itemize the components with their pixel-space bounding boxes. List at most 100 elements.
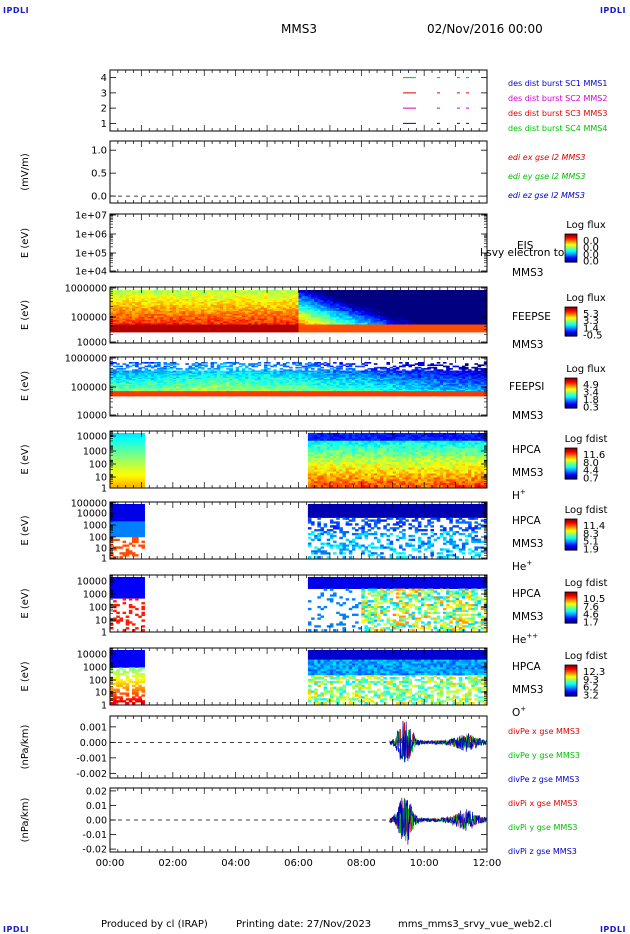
feepse-panel-cell [289, 330, 293, 333]
feepse-panel-cell [153, 293, 158, 295]
feepse-panel-cell [191, 294, 196, 297]
feepse-panel-cell [232, 303, 237, 306]
feepse-panel-cell [213, 317, 218, 319]
feepse-panel-cell [150, 314, 155, 316]
feepse-panel-cell [223, 293, 227, 295]
feepse-panel-cell [402, 300, 406, 303]
feepse-panel-cell [113, 299, 117, 301]
feepse-panel-cell [276, 314, 281, 316]
feepse-panel-cell [160, 303, 164, 306]
feepse-panel-cell [260, 296, 265, 298]
feepse-panel-cell [351, 311, 356, 313]
feepse-panel-cell [147, 318, 152, 321]
feepse-panel-cell [257, 324, 262, 327]
feepse-panel-cell [110, 305, 114, 307]
feepse-panel-cell [219, 315, 224, 318]
feepse-panel-cell [254, 326, 259, 328]
feepse-panel-cell [144, 314, 149, 316]
feepse-panel-cell [333, 296, 337, 298]
feepse-panel-cell [204, 290, 208, 292]
feepse-panel-cell [392, 317, 397, 319]
feepse-panel-cell [267, 293, 271, 295]
feepse-panel-cell [232, 290, 237, 292]
feepse-panel-cell [348, 323, 353, 325]
feepse-panel-cell [147, 314, 152, 316]
eis-panel-colorbar-step [565, 236, 577, 238]
feepse-panel-cell [131, 327, 136, 330]
feepse-panel-cell [166, 300, 171, 303]
eis-panel-colorbar-step [565, 251, 577, 253]
feepse-panel-cell [257, 306, 262, 309]
feepsi-panel-cell [235, 362, 240, 364]
feepse-panel-cell [333, 293, 337, 295]
feepse-panel-cell [311, 317, 315, 319]
feepse-panel-cell [144, 300, 149, 303]
feepse-panel-cell [270, 327, 274, 330]
feepse-panel-cell [273, 306, 277, 309]
feepse-panel-cell [298, 330, 303, 333]
feepse-panel-cell [320, 291, 325, 294]
feepse-panel-cell [317, 303, 321, 306]
feepse-panel-cell [241, 305, 246, 307]
feepse-panel-cell [386, 291, 391, 294]
feepse-panel-cell [373, 311, 378, 313]
feepse-panel-cell [367, 330, 372, 333]
feepse-panel-cell [191, 321, 196, 324]
feepse-panel-cell [213, 314, 218, 316]
feepse-panel-cell [232, 302, 237, 304]
feepse-panel-cell [298, 297, 303, 300]
feepse-panel-cell [160, 297, 164, 300]
feepsi-panel-cell [150, 362, 155, 364]
feepse-panel-cell [292, 300, 296, 303]
feepse-panel-cell [276, 320, 281, 322]
feepse-panel-heatmap [110, 290, 488, 333]
feepse-panel-cell [254, 311, 259, 313]
feepse-panel-cell [370, 315, 375, 318]
feepse-panel-cell [342, 308, 347, 310]
feepse-panel-cell [289, 293, 293, 295]
feepse-panel-cell [185, 321, 189, 324]
feepse-panel-cell [285, 305, 290, 307]
feepse-panel-cell [219, 297, 224, 300]
feepse-panel-cell [326, 323, 331, 325]
feepse-panel-cell [251, 297, 255, 300]
feepse-panel-cell [392, 324, 397, 327]
feepse-panel-cell [213, 291, 218, 294]
feepse-panel-cell [273, 327, 277, 330]
feepse-panel-cell [160, 309, 164, 312]
feepsi-panel-cell [122, 363, 127, 365]
feepse-panel-cell [260, 321, 265, 324]
feepse-panel-cell [386, 320, 391, 322]
feepse-panel-cell [320, 311, 325, 313]
feepse-panel-cell [128, 305, 133, 307]
feepse-panel-cell [141, 306, 145, 309]
feepse-panel-cell [119, 308, 123, 310]
feepse-panel-cell [307, 318, 312, 321]
feepse-panel-cell [251, 305, 255, 307]
feepse-panel-cell [110, 297, 114, 300]
feepse-panel-cell [213, 315, 218, 318]
feepse-panel-cell [276, 323, 281, 325]
feepse-panel-cell [182, 326, 186, 328]
feepse-panel-cell [197, 321, 202, 324]
feepse-panel-cell [392, 314, 397, 316]
feepse-panel-cell [238, 303, 243, 306]
feepse-panel-cell [355, 305, 359, 307]
feepse-panel-cell [197, 306, 202, 309]
feepse-panel-cell [138, 321, 142, 324]
feepsi-panel-cell [229, 394, 233, 397]
feepsi-panel-cell [116, 363, 120, 365]
feepse-panel-cell [389, 299, 394, 301]
feepse-panel-cell [377, 312, 381, 315]
feepse-panel-cell [116, 302, 120, 304]
feepse-panel-cell [169, 302, 174, 304]
feepse-panel-cell [263, 314, 268, 316]
feepse-panel-cell [351, 296, 356, 298]
feepse-panel-cell [336, 293, 340, 295]
feepse-panel-cell [226, 299, 230, 301]
feepse-panel-cell [204, 315, 208, 318]
feepse-panel-cell [153, 291, 158, 294]
feepse-panel-cell [241, 315, 246, 318]
feepse-panel-cell [260, 299, 265, 301]
